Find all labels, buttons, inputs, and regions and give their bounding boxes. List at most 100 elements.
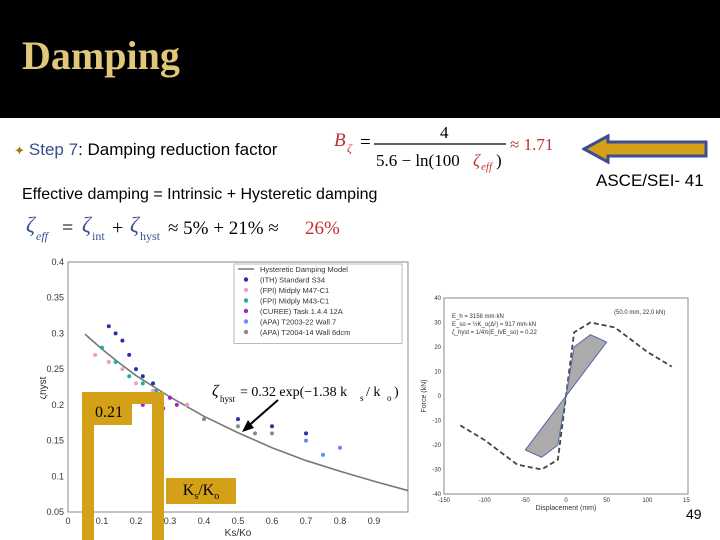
chart-left-ytick: 0.25 [46, 364, 64, 374]
chart-left-point [93, 352, 98, 357]
chart-right-ytick: 0 [438, 394, 442, 400]
model-eq-d: ) [394, 385, 399, 400]
chart-left-ytick: 0.35 [46, 293, 64, 303]
zeta-lhs: ζ [26, 212, 37, 237]
chart-left-point [202, 417, 206, 422]
formula-b-denominator-a: 5.6 − ln(100 [376, 151, 460, 170]
chart-right-ytick: 10 [434, 370, 441, 376]
model-eq-sub3: o [387, 393, 392, 403]
chart-left-legend-entry: Hysteretic Damping Model [260, 265, 348, 274]
chart-left-point [120, 367, 125, 372]
chart-left-legend-entry: (CUREE) Task 1.4.4 12A [260, 307, 343, 316]
chart-left-ytick: 0.3 [51, 328, 64, 338]
chart-left-legend-box [233, 263, 403, 344]
model-eq-zeta: ζ [212, 383, 220, 400]
chart-left-point [113, 360, 118, 364]
hysteretic-damping-chart: 0 0.1 0.2 0.3 0.4 0.5 0.6 0.7 0.8 0.9 0.05 0.1 0.15 0… [40, 258, 409, 539]
chart-left-xlabel: Ks/Ko [225, 528, 252, 539]
chart-left-legend-entry: (FPI) Midply M43-C1 [260, 297, 329, 306]
chart-left-xtick: 0 [65, 516, 70, 526]
chart-right-xtick: -100 [479, 498, 492, 504]
legend-swatch [243, 329, 249, 335]
chart-right-ytick: 40 [434, 296, 441, 302]
model-equation: ζ hyst = 0.32 exp(−1.38 k s / k o ) [212, 383, 399, 404]
effective-damping-formula: ζ eff = ζ int + ζ hyst ≈ 5% + 21% ≈ 26% [26, 212, 340, 243]
legend-swatch [243, 319, 249, 324]
chart-left-point [113, 331, 118, 336]
zeta-t2: ζ [130, 212, 141, 237]
ratio-s: s [194, 491, 199, 503]
chart-left-point [127, 374, 132, 379]
pointer-arrow-icon [242, 399, 279, 432]
force-displacement-chart: -150-100-50050100150-40-30-20-1001020304… [421, 296, 690, 512]
chart-right-ylabel: Force (kN) [421, 379, 428, 412]
ratio-k: K [182, 482, 195, 499]
model-eq-c: / k [366, 385, 380, 400]
chart-left-ytick: 0.1 [51, 471, 64, 481]
chart-left-point [151, 381, 155, 386]
chart-left-xtick: 0.3 [164, 516, 177, 526]
ratio-label: Ks/Ko [166, 478, 236, 504]
chart-left-point [106, 324, 111, 329]
model-eq-sub2: s [360, 393, 364, 403]
chart-left-point [140, 381, 145, 386]
chart-left-point [106, 360, 111, 364]
chart-left-point [140, 374, 145, 379]
chart-right-annot-2: E_so = ½K_o(Δ²) = 917 mm·kN [452, 321, 536, 328]
chart-left-point [304, 431, 308, 436]
chart-right-xtick: 0 [564, 498, 568, 504]
bracket-vertical-left [82, 392, 94, 540]
chart-left-point [304, 438, 308, 443]
chart-right-xtick: 50 [603, 498, 610, 504]
legend-swatch [243, 277, 249, 282]
legend-swatch [243, 308, 249, 314]
model-eq-sub: hyst [220, 394, 236, 404]
title-bar: Damping [0, 0, 720, 118]
chart-left-legend-entry: (APA) T2003-22 Wall 7 [260, 318, 336, 327]
chart-right-xtick: 100 [642, 498, 653, 504]
chart-left-point [236, 417, 240, 422]
step-bullet: ✦ Step 7: Damping reduction factor [14, 140, 277, 160]
chart-left-ytick: 0.15 [46, 436, 64, 446]
formula-b-denominator-sub: eff [481, 161, 494, 173]
chart-left-point [100, 345, 104, 350]
chart-right-ytick: -10 [432, 419, 441, 425]
zeta-result-a: ≈ 5% + 21% ≈ [168, 218, 279, 239]
chart-left-point [151, 388, 155, 393]
chart-left-point [120, 338, 125, 343]
chart-left-xtick: 0.7 [300, 516, 313, 526]
chart-right-ytick: 20 [434, 345, 441, 351]
chart-left-xtick: 0.2 [130, 516, 143, 526]
zeta-lhs-sub: eff [36, 229, 50, 243]
ratio-slash: /K [198, 482, 215, 499]
zeta-t2-sub: hyst [140, 229, 161, 243]
chart-left-point [134, 367, 138, 372]
chart-left-point [168, 395, 172, 400]
chart-left-xtick: 0.5 [232, 516, 245, 526]
formula-b-lhs: B [334, 130, 346, 151]
chart-left-legend-entry: (APA) T2004-14 Wall 6dcm [260, 328, 350, 337]
damping-reduction-formula: B ζ = 4 5.6 − ln(100 ζ eff ) ≈ 1.71 [334, 124, 553, 173]
value-label: 0.21 [86, 401, 132, 425]
chart-left-point [174, 402, 179, 407]
zeta-eq: = [62, 217, 73, 239]
legend-swatch [243, 287, 249, 293]
formula-b-result: ≈ 1.71 [510, 135, 553, 154]
chart-right-xtick: -150 [438, 498, 451, 504]
chart-left-point [236, 424, 240, 429]
chart-left-point [270, 424, 274, 429]
bullet-icon: ✦ [14, 143, 25, 158]
chart-right-xtick: 150 [683, 498, 690, 504]
chart-right-ytick: -20 [432, 443, 441, 449]
chart-right-hysteresis-area [524, 334, 608, 458]
chart-right-xtick: -50 [521, 498, 530, 504]
chart-right-ytick: 30 [434, 321, 441, 327]
chart-left-legend-entry: (ITH) Standard S34 [260, 276, 325, 285]
legend-swatch [243, 298, 249, 303]
chart-left-point [134, 381, 138, 386]
effective-damping-text: Effective damping = Intrinsic + Hysteret… [22, 186, 378, 203]
formula-b-numerator: 4 [440, 124, 449, 142]
chart-left-ytick: 0.2 [51, 400, 64, 410]
formula-b-lhs-sub: ζ [347, 141, 353, 155]
chart-left-xtick: 0.6 [266, 516, 279, 526]
